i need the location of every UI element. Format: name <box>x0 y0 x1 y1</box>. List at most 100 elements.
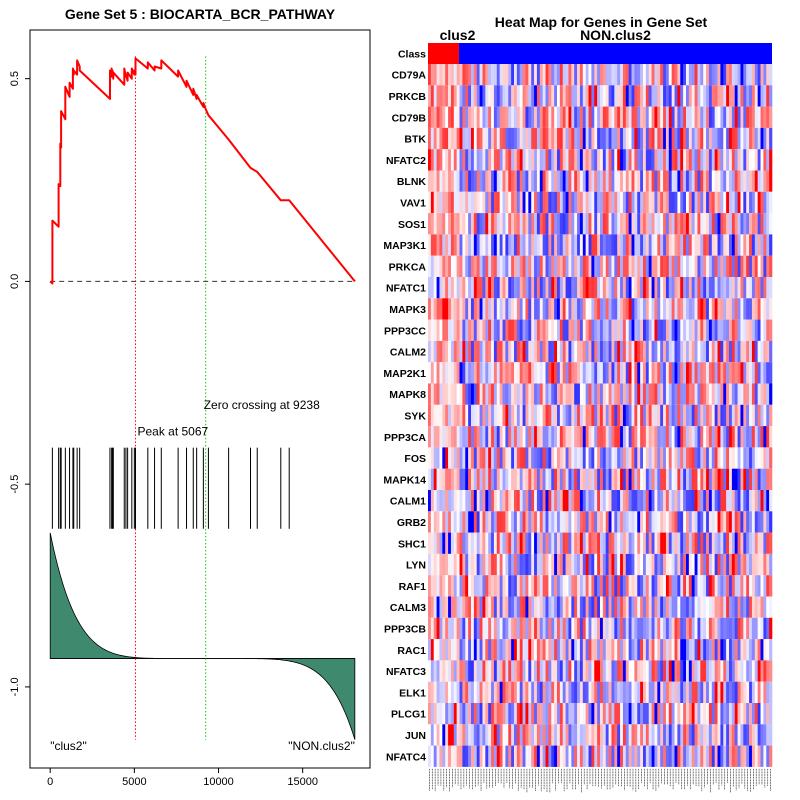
heatmap-cell <box>743 213 747 235</box>
heatmap-cell <box>453 724 457 746</box>
heatmap-cell <box>625 106 629 128</box>
heatmap-cell <box>657 703 661 725</box>
heatmap-cell <box>571 362 575 384</box>
heatmap-cell <box>456 277 460 299</box>
heatmap-cell <box>551 426 555 448</box>
heatmap-cell <box>620 511 624 533</box>
heatmap-cell <box>462 639 466 661</box>
heatmap-cell <box>637 511 641 533</box>
heatmap-cell <box>502 745 506 767</box>
heatmap-cell <box>594 340 598 363</box>
heatmap-cell <box>723 277 727 299</box>
heatmap-cell <box>562 511 566 533</box>
heatmap-cell <box>548 64 552 86</box>
heatmap-cell <box>605 64 609 86</box>
heatmap-cell <box>519 490 523 512</box>
heatmap-cell <box>668 213 672 235</box>
heatmap-cell <box>428 426 432 448</box>
heatmap-cell <box>519 298 523 320</box>
heatmap-cell <box>462 170 466 192</box>
heatmap-cell <box>634 106 638 128</box>
heatmap-cell <box>508 490 512 512</box>
heatmap-cell <box>711 362 715 384</box>
heatmap-cell <box>519 340 523 363</box>
heatmap-cell <box>588 149 592 171</box>
heatmap-cell <box>766 660 770 682</box>
heatmap-cell <box>496 255 500 277</box>
heatmap-cell <box>657 575 661 597</box>
heatmap-cell <box>554 468 558 490</box>
heatmap-cell <box>428 106 432 128</box>
heatmap-cell <box>545 362 549 384</box>
heatmap-cell <box>634 596 638 618</box>
heatmap-cell <box>651 617 655 640</box>
heatmap-cell <box>700 170 704 192</box>
heatmap-cell <box>628 660 632 682</box>
heatmap-cell <box>514 703 518 725</box>
heatmap-cell <box>737 170 741 192</box>
heatmap-cell <box>514 255 518 277</box>
heatmap-cell <box>703 319 707 341</box>
heatmap-cell <box>479 468 483 490</box>
heatmap-cell <box>691 596 695 618</box>
heatmap-cell <box>514 234 518 256</box>
heatmap-cell <box>726 234 730 256</box>
heatmap-cell <box>559 681 564 703</box>
heatmap-cell <box>737 191 741 214</box>
gene-label: MAP3K1 <box>383 240 426 252</box>
heatmap-cell <box>591 703 595 725</box>
heatmap-cell <box>488 468 492 490</box>
heatmap-cell <box>559 106 564 128</box>
heatmap-cell <box>766 490 770 512</box>
heatmap-cell <box>562 106 566 128</box>
heatmap-cell <box>468 213 472 235</box>
heatmap-cell <box>476 681 480 703</box>
heatmap-cell <box>528 724 532 746</box>
heatmap-cell <box>620 106 624 128</box>
heatmap-cell <box>766 447 770 469</box>
heatmap-cell <box>459 681 463 703</box>
heatmap-cell <box>611 106 615 128</box>
heatmap-cell <box>717 532 721 554</box>
heatmap-cell <box>499 532 503 554</box>
heatmap-cell <box>737 64 741 86</box>
heatmap-cell <box>622 127 627 150</box>
heatmap-cell <box>579 681 584 703</box>
heatmap-cell <box>614 745 618 767</box>
heatmap-cell <box>448 106 452 128</box>
heatmap-cell <box>706 447 710 469</box>
heatmap-cell <box>706 639 710 661</box>
heatmap-cell <box>594 319 598 341</box>
heatmap-cell <box>717 340 721 363</box>
heatmap-cell <box>714 596 718 618</box>
heatmap-cell <box>694 340 698 363</box>
heatmap-cell <box>654 596 658 618</box>
heatmap-cell <box>519 553 523 576</box>
heatmap-cell <box>740 340 744 363</box>
heatmap-cell <box>743 64 747 86</box>
heatmap-cell <box>645 639 650 661</box>
heatmap-cell <box>462 553 466 576</box>
heatmap-cell <box>562 340 566 363</box>
heatmap-cell <box>751 681 756 703</box>
heatmap-cell <box>430 468 435 490</box>
heatmap-cell <box>714 404 718 427</box>
heatmap-cell <box>588 383 592 405</box>
heatmap-cell <box>577 191 581 214</box>
heatmap-cell <box>700 724 704 746</box>
heatmap-cell <box>674 639 678 661</box>
heatmap-cell <box>651 298 655 320</box>
heatmap-cell <box>439 127 443 150</box>
heatmap-cell <box>749 340 753 363</box>
gene-label: CD79A <box>392 70 427 82</box>
heatmap-cell <box>473 255 478 277</box>
heatmap-cell <box>651 660 655 682</box>
heatmap-cell <box>614 383 618 405</box>
gene-label: BTK <box>404 134 426 146</box>
heatmap-cell <box>508 149 512 171</box>
heatmap-cell <box>737 575 741 597</box>
heatmap-cell <box>465 617 469 640</box>
heatmap-cell <box>726 660 730 682</box>
heatmap-cell <box>674 724 678 746</box>
heatmap-cell <box>677 127 681 150</box>
